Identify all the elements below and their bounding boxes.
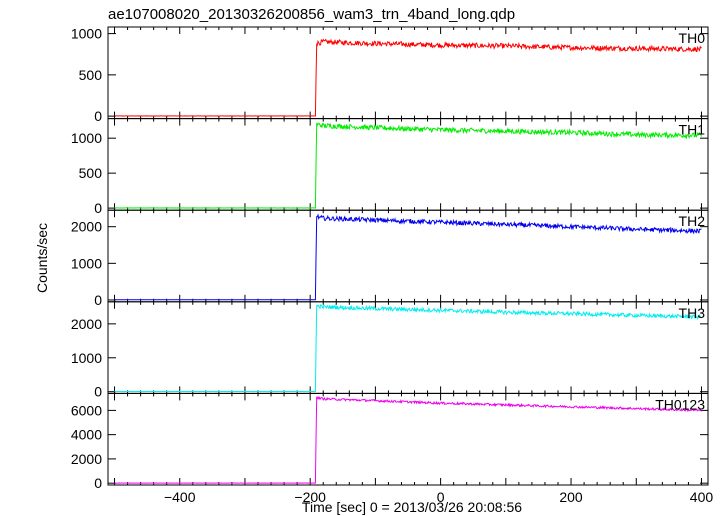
series-line-th0123 — [114, 395, 702, 484]
x-tick-label: −400 — [164, 489, 196, 505]
y-tick-label: 2000 — [71, 451, 102, 467]
x-tick-label: 400 — [690, 489, 714, 505]
y-tick-label: 500 — [79, 67, 103, 83]
y-tick-label: 0 — [94, 475, 102, 491]
x-tick-label: 0 — [437, 489, 445, 505]
y-tick-label: 1000 — [71, 255, 102, 271]
series-line-th0 — [114, 38, 702, 117]
chart-title: ae107008020_20130326200856_wam3_trn_4ban… — [108, 6, 515, 23]
panel-frame — [107, 209, 709, 303]
x-tick-label: −200 — [294, 489, 326, 505]
panel-frame — [107, 392, 709, 486]
y-tick-label: 0 — [94, 108, 102, 124]
panel-label-th1: TH1 — [679, 122, 706, 138]
panel-label-th0: TH0 — [679, 30, 706, 46]
series-line-th2 — [114, 213, 702, 301]
y-axis-title: Counts/sec — [34, 223, 50, 293]
panel-label-th2: TH2 — [679, 213, 706, 229]
y-tick-label: 1000 — [71, 130, 102, 146]
panel-frame — [107, 118, 709, 211]
y-tick-label: 1000 — [71, 350, 102, 366]
series-line-th3 — [114, 303, 702, 393]
y-tick-label: 1000 — [71, 26, 102, 42]
y-tick-label: 0 — [94, 384, 102, 400]
panel-label-th3: TH3 — [679, 305, 706, 321]
y-tick-label: 2000 — [71, 219, 102, 235]
series-line-th1 — [114, 122, 702, 209]
panel-frame — [107, 26, 709, 120]
x-axis-title: Time [sec] 0 = 2013/03/26 20:08:56 — [302, 499, 522, 515]
y-tick-label: 4000 — [71, 427, 102, 443]
y-tick-label: 0 — [94, 292, 102, 308]
y-tick-label: 2000 — [71, 316, 102, 332]
y-tick-label: 6000 — [71, 402, 102, 418]
x-tick-label: 200 — [559, 489, 583, 505]
panel-label-th0123: TH0123 — [655, 396, 705, 412]
y-tick-label: 0 — [94, 200, 102, 216]
y-tick-label: 500 — [79, 165, 103, 181]
